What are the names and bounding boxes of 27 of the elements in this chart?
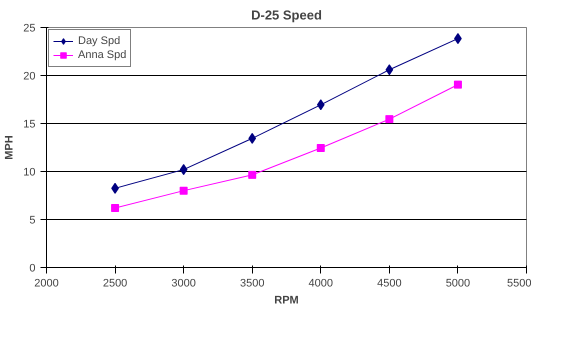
y-tick-label: 15 bbox=[23, 118, 36, 130]
point bbox=[316, 99, 325, 110]
x-tick-label: 2500 bbox=[102, 278, 128, 290]
x-tick-label: 5000 bbox=[446, 278, 470, 290]
y-tick-label: 5 bbox=[29, 214, 36, 226]
point bbox=[454, 80, 462, 89]
y-tick-label: 20 bbox=[23, 70, 36, 82]
point bbox=[248, 132, 256, 144]
y-tick-label: 25 bbox=[23, 22, 36, 34]
point bbox=[316, 144, 325, 152]
y-tick-label: 10 bbox=[23, 166, 36, 178]
point bbox=[248, 170, 256, 179]
x-tick-label: 4000 bbox=[308, 278, 334, 290]
legend-label: Anna Spd bbox=[78, 48, 126, 62]
x-axis-title: RPM bbox=[274, 294, 299, 306]
x-tick-label: 3000 bbox=[171, 278, 196, 290]
point bbox=[180, 186, 188, 195]
x-tick-label: 5500 bbox=[507, 278, 532, 290]
x-tick-label: 3500 bbox=[240, 278, 264, 290]
point bbox=[111, 204, 120, 212]
y-axis-title: MPH bbox=[3, 135, 16, 160]
point bbox=[385, 115, 394, 124]
legend-label: Day Spd bbox=[78, 34, 120, 48]
x-tick-label: 2000 bbox=[34, 278, 59, 290]
x-tick-label: 4500 bbox=[377, 278, 402, 290]
y-tick-label: 0 bbox=[29, 262, 36, 274]
chart-title: D-25 Speed bbox=[251, 8, 322, 22]
